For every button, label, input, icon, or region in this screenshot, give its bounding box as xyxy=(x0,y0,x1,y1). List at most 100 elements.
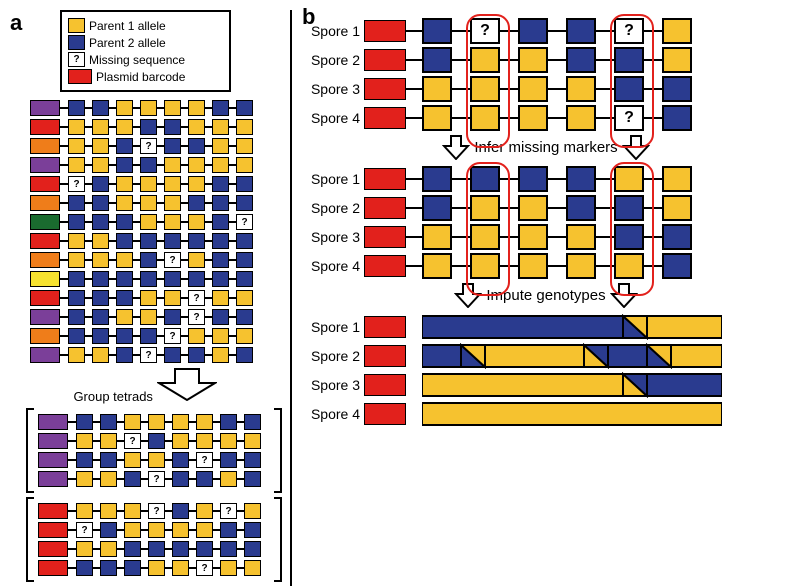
marker xyxy=(164,290,181,306)
marker xyxy=(68,252,85,268)
marker xyxy=(662,76,692,102)
spore-label: Spore 1 xyxy=(302,23,360,39)
marker xyxy=(140,252,157,268)
marker xyxy=(116,347,133,363)
impute-label: Impute genotypes xyxy=(486,287,605,304)
spore-label: Spore 2 xyxy=(302,348,360,364)
marker xyxy=(172,414,189,430)
marker xyxy=(422,47,452,73)
marker xyxy=(116,138,133,154)
strand: ? xyxy=(30,252,253,268)
panel-b-block2: Spore 1Spore 2Spore 3Spore 4 xyxy=(302,166,790,279)
marker xyxy=(140,195,157,211)
marker xyxy=(566,47,596,73)
marker xyxy=(116,233,133,249)
marker xyxy=(662,166,692,192)
plasmid-barcode xyxy=(364,255,406,277)
marker xyxy=(518,76,548,102)
strand xyxy=(364,253,692,279)
marker xyxy=(196,522,213,538)
marker xyxy=(236,271,253,287)
marker xyxy=(116,100,133,116)
marker xyxy=(236,347,253,363)
marker xyxy=(212,214,229,230)
strand: ?? xyxy=(38,503,261,519)
marker: ? xyxy=(614,105,644,131)
strand-row: ? xyxy=(30,252,280,268)
imputed-genotype-bar xyxy=(422,372,722,398)
marker xyxy=(236,309,253,325)
marker xyxy=(212,328,229,344)
panel-b: b Spore 1??Spore 2Spore 3Spore 4? Infer … xyxy=(302,10,790,586)
marker xyxy=(196,503,213,519)
marker xyxy=(566,224,596,250)
marker: ? xyxy=(236,214,253,230)
marker xyxy=(116,290,133,306)
strand-row xyxy=(30,119,280,135)
marker xyxy=(124,452,141,468)
marker xyxy=(164,214,181,230)
bracket-left xyxy=(26,408,34,493)
marker xyxy=(164,157,181,173)
strand: ? xyxy=(38,452,261,468)
marker xyxy=(188,271,205,287)
marker xyxy=(614,195,644,221)
spore-row-imputed: Spore 1 xyxy=(302,314,790,340)
strand-row: ? xyxy=(30,176,280,192)
marker xyxy=(212,233,229,249)
spore-row: Spore 2 xyxy=(302,195,790,221)
marker xyxy=(100,433,117,449)
marker xyxy=(124,414,141,430)
strand xyxy=(364,76,692,102)
marker xyxy=(100,522,117,538)
plasmid-barcode xyxy=(364,107,406,129)
strand xyxy=(364,195,692,221)
plasmid-barcode xyxy=(30,195,60,211)
marker xyxy=(140,309,157,325)
legend-row: Parent 2 allele xyxy=(68,35,223,50)
marker xyxy=(212,195,229,211)
marker xyxy=(116,157,133,173)
marker xyxy=(68,214,85,230)
strand-row: ? xyxy=(30,309,280,325)
marker xyxy=(92,309,109,325)
plasmid-barcode xyxy=(38,560,68,576)
marker xyxy=(116,252,133,268)
marker xyxy=(470,195,500,221)
plasmid-barcode xyxy=(30,157,60,173)
strand: ? xyxy=(30,290,253,306)
marker xyxy=(662,224,692,250)
marker: ? xyxy=(196,452,213,468)
spore-label: Spore 1 xyxy=(302,171,360,187)
strand xyxy=(364,166,692,192)
marker xyxy=(92,290,109,306)
marker: ? xyxy=(196,560,213,576)
marker xyxy=(470,105,500,131)
imputed-genotype-bar xyxy=(422,401,722,427)
plasmid-barcode xyxy=(30,347,60,363)
marker xyxy=(196,471,213,487)
spore-label: Spore 2 xyxy=(302,52,360,68)
plasmid-barcode xyxy=(38,452,68,468)
marker xyxy=(188,176,205,192)
marker xyxy=(422,76,452,102)
strand xyxy=(30,157,253,173)
strand-row: ? xyxy=(30,214,280,230)
marker xyxy=(470,166,500,192)
marker xyxy=(662,18,692,44)
marker xyxy=(518,18,548,44)
plasmid-barcode xyxy=(364,403,406,425)
strand: ? xyxy=(30,309,253,325)
strand: ? xyxy=(30,176,253,192)
marker xyxy=(68,328,85,344)
marker xyxy=(172,560,189,576)
strand-row: ? xyxy=(30,138,280,154)
strand: ? xyxy=(30,214,253,230)
marker xyxy=(140,214,157,230)
marker xyxy=(172,503,189,519)
marker xyxy=(148,522,165,538)
marker: ? xyxy=(148,471,165,487)
marker xyxy=(76,452,93,468)
marker xyxy=(92,138,109,154)
marker xyxy=(148,414,165,430)
